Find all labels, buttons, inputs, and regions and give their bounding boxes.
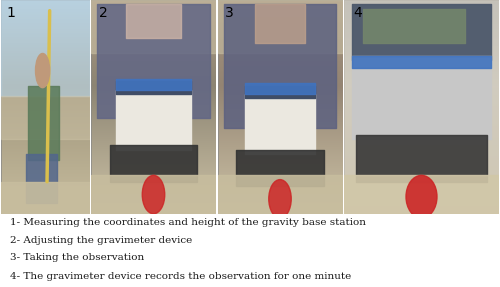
Text: 3: 3 [225,6,234,20]
Bar [1,182,90,214]
Text: 2: 2 [98,6,107,20]
Circle shape [269,180,291,218]
Circle shape [142,175,165,214]
Text: 1: 1 [6,6,15,20]
Circle shape [406,175,437,218]
Text: 1- Measuring the coordinates and height of the gravity base station: 1- Measuring the coordinates and height … [10,218,366,227]
Bar [1,96,90,139]
Bar [218,175,342,214]
Text: 2- Adjusting the gravimeter device: 2- Adjusting the gravimeter device [10,236,192,245]
Text: 3- Taking the observation: 3- Taking the observation [10,253,144,262]
Bar [91,175,216,214]
Bar [218,0,342,53]
Text: 4: 4 [354,6,362,20]
Bar [344,175,499,214]
Text: 4- The gravimeter device records the observation for one minute: 4- The gravimeter device records the obs… [10,272,351,281]
Bar [91,0,216,53]
Bar [1,0,90,96]
Circle shape [36,53,50,88]
